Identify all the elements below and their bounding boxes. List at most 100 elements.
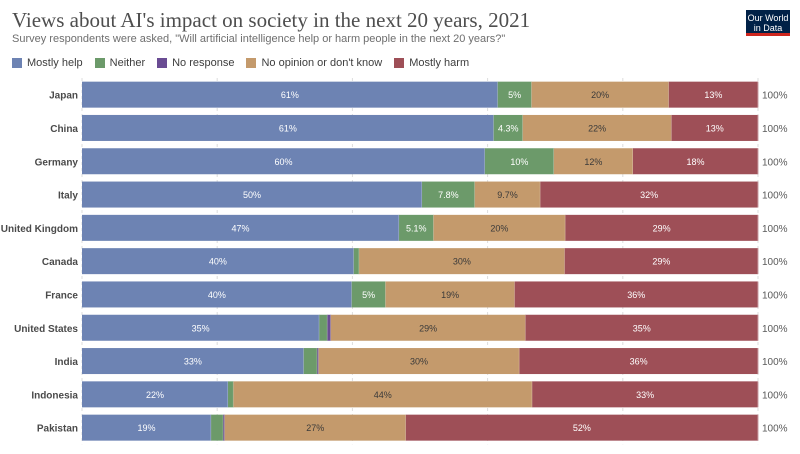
legend-item-no-response[interactable]: No response [157, 57, 234, 69]
bar-neither[interactable] [351, 281, 386, 308]
bar-mostly-help[interactable] [82, 214, 400, 241]
total-label: 100% [762, 424, 788, 435]
bar-neither[interactable] [353, 248, 360, 275]
data-label: 40% [208, 290, 226, 300]
category-label: Japan [49, 91, 78, 102]
bar-no-response[interactable] [223, 414, 225, 441]
bar-mostly-help[interactable] [82, 281, 352, 308]
legend-item-mostly-harm[interactable]: Mostly harm [394, 57, 469, 69]
bar-no-response[interactable] [327, 314, 331, 341]
data-label: 13% [706, 123, 724, 133]
total-label: 100% [762, 224, 788, 235]
legend-label: No opinion or don't know [261, 57, 383, 69]
bar-neither[interactable] [211, 414, 224, 441]
data-label: 61% [279, 123, 297, 133]
data-label: 4.3% [498, 123, 519, 133]
bar-neither[interactable] [493, 114, 523, 141]
bar-no-opinion[interactable] [433, 214, 566, 241]
data-label: 5% [508, 90, 521, 100]
bar-no-opinion[interactable] [330, 314, 526, 341]
data-label: 44% [374, 390, 392, 400]
owid-logo[interactable]: Our World in Data [746, 10, 790, 36]
legend-label: Mostly harm [409, 57, 470, 69]
bar-mostly-help[interactable] [82, 381, 229, 408]
category-label: Pakistan [37, 424, 78, 435]
bar-mostly-help[interactable] [82, 181, 423, 208]
bar-neither[interactable] [484, 148, 554, 175]
bar-neither[interactable] [497, 81, 532, 108]
legend-item-neither[interactable]: Neither [94, 57, 146, 69]
legend-swatch-no-opinion [246, 58, 257, 68]
bar-mostly-help[interactable] [82, 81, 498, 108]
data-label: 29% [419, 323, 437, 333]
category-label: Indonesia [31, 390, 78, 401]
bar-mostly-help[interactable] [82, 348, 304, 375]
bar-no-opinion[interactable] [531, 81, 669, 108]
bar-neither[interactable] [228, 381, 234, 408]
legend-swatch-mostly-help [12, 58, 22, 68]
bar-mostly-harm[interactable] [525, 314, 758, 341]
category-label: Italy [58, 191, 78, 202]
bar-neither[interactable] [399, 214, 434, 241]
bar-no-opinion[interactable] [553, 148, 633, 175]
data-label: 20% [490, 223, 508, 233]
bar-mostly-help[interactable] [82, 148, 485, 175]
chart-title: Views about AI's impact on society in th… [12, 8, 531, 32]
bar-mostly-help[interactable] [82, 314, 320, 341]
bar-no-opinion[interactable] [474, 181, 541, 208]
legend-item-no-opinion[interactable]: No opinion or don't know [246, 57, 382, 69]
data-label: 61% [281, 90, 299, 100]
data-label: 40% [209, 257, 227, 267]
bar-no-opinion[interactable] [359, 248, 565, 275]
bar-mostly-harm[interactable] [565, 214, 758, 241]
bar-mostly-harm[interactable] [514, 281, 758, 308]
legend-item-mostly-help[interactable]: Mostly help [12, 57, 83, 69]
legend-swatch-mostly-harm [394, 58, 405, 68]
bar-neither[interactable] [319, 314, 328, 341]
data-label: 35% [633, 323, 651, 333]
total-label: 100% [762, 324, 788, 335]
bar-mostly-harm[interactable] [632, 148, 758, 175]
data-label: 18% [686, 157, 704, 167]
data-label: 7.8% [438, 190, 459, 200]
category-label: India [55, 357, 79, 368]
category-label: United Kingdom [1, 224, 78, 235]
data-label: 36% [627, 290, 645, 300]
legend-label: Neither [109, 57, 146, 69]
bar-mostly-help[interactable] [82, 248, 354, 275]
bar-mostly-harm[interactable] [532, 381, 758, 408]
bar-neither[interactable] [422, 181, 475, 208]
bar-mostly-harm[interactable] [668, 81, 758, 108]
data-label: 52% [573, 423, 591, 433]
legend-swatch-no-response [157, 58, 168, 68]
bar-mostly-harm[interactable] [671, 114, 758, 141]
category-label: France [45, 290, 78, 301]
legend-label: No response [172, 57, 235, 69]
category-label: Germany [35, 157, 79, 168]
data-label: 50% [243, 190, 261, 200]
data-label: 33% [184, 357, 202, 367]
total-label: 100% [762, 357, 788, 368]
data-label: 9.7% [497, 190, 518, 200]
bar-no-opinion[interactable] [224, 414, 406, 441]
bar-no-opinion[interactable] [385, 281, 515, 308]
total-label: 100% [762, 191, 788, 202]
data-label: 32% [640, 190, 658, 200]
bar-neither[interactable] [303, 348, 318, 375]
bar-mostly-help[interactable] [82, 114, 494, 141]
bar-mostly-harm[interactable] [405, 414, 758, 441]
logo-line-1: Our World [747, 13, 789, 23]
bar-no-response[interactable] [317, 348, 319, 375]
legend-label: Mostly help [27, 57, 83, 69]
bar-no-opinion[interactable] [233, 381, 533, 408]
chart-subtitle: Survey respondents were asked, "Will art… [12, 33, 506, 45]
bar-mostly-harm[interactable] [564, 248, 758, 275]
bar-mostly-help[interactable] [82, 414, 212, 441]
bar-mostly-harm[interactable] [519, 348, 758, 375]
legend: Mostly help Neither No response No opini… [12, 56, 481, 70]
bar-no-opinion[interactable] [318, 348, 520, 375]
bar-no-opinion[interactable] [522, 114, 672, 141]
bar-mostly-harm[interactable] [540, 181, 758, 208]
data-label: 29% [652, 257, 670, 267]
